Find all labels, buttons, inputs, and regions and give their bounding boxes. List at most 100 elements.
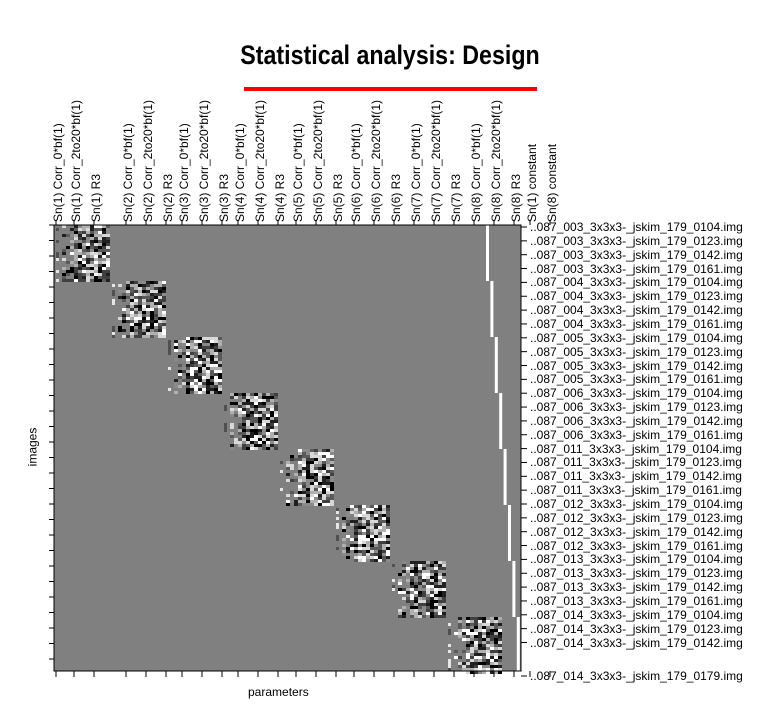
block-cell: [310, 491, 314, 494]
block-cell: [66, 246, 70, 249]
block-cell: [112, 290, 115, 293]
block-cell: [142, 332, 146, 335]
block-cell: [62, 234, 66, 237]
block-cell: [422, 612, 426, 615]
block-cell: [94, 237, 98, 240]
block-cell: [402, 609, 406, 612]
block-cell: [414, 588, 418, 591]
block-cell: [158, 308, 162, 311]
block-cell: [326, 482, 330, 485]
block-cell: [118, 284, 122, 287]
block-cell: [98, 228, 102, 231]
block-cell: [402, 606, 406, 609]
block-cell: [318, 470, 322, 473]
block-cell: [336, 538, 339, 541]
block-cell: [422, 588, 426, 591]
block-cell: [178, 349, 182, 352]
block-cell: [254, 444, 258, 447]
block-cell: [202, 340, 206, 343]
block-cell: [366, 514, 370, 517]
block-cell: [448, 629, 451, 632]
block-cell: [478, 623, 482, 626]
block-cell: [414, 570, 418, 573]
block-cell: [498, 638, 502, 641]
block-cell: [438, 612, 442, 615]
block-cell: [82, 264, 86, 267]
block-cell: [298, 500, 302, 503]
block-cell: [82, 273, 86, 276]
block-cell: [466, 668, 470, 671]
block-cell: [410, 567, 414, 570]
block-cell: [382, 520, 386, 523]
block-cell: [430, 615, 434, 618]
block-cell: [346, 514, 350, 517]
block-cell: [274, 444, 278, 447]
block-cell: [298, 476, 302, 479]
block-cell: [498, 617, 502, 620]
block-cell: [186, 343, 190, 346]
block-cell: [112, 329, 115, 332]
block-cell: [486, 656, 490, 659]
block-cell: [346, 523, 350, 526]
block-cell: [294, 479, 298, 482]
block-cell: [234, 402, 238, 405]
block-cell: [478, 626, 482, 629]
block-cell: [466, 629, 470, 632]
block-cell: [94, 276, 98, 279]
block-cell: [242, 414, 246, 417]
block-cell: [442, 564, 446, 567]
block-cell: [158, 290, 162, 293]
block-cell: [254, 399, 258, 402]
block-cell: [426, 564, 430, 567]
block-cell: [470, 659, 474, 662]
block-cell: [138, 314, 142, 317]
row-label: ..087_013_3x3x3-_jskim_179_0142.img: [530, 580, 743, 595]
block-cell: [122, 308, 126, 311]
block-cell: [224, 408, 227, 411]
block-cell: [210, 340, 214, 343]
block-cell: [354, 505, 358, 508]
block-cell: [302, 479, 306, 482]
block-cell: [482, 644, 486, 647]
block-cell: [438, 570, 442, 573]
block-cell: [430, 600, 434, 603]
block-cell: [314, 449, 318, 452]
block-cell: [262, 411, 266, 414]
block-cell: [106, 270, 110, 273]
block-cell: [182, 343, 186, 346]
block-cell: [182, 370, 186, 373]
block-cell: [270, 411, 274, 414]
block-cell: [78, 261, 82, 264]
block-cell: [198, 361, 202, 364]
block-cell: [306, 470, 310, 473]
block-cell: [318, 449, 322, 452]
block-cell: [74, 246, 78, 249]
block-cell: [214, 337, 218, 340]
block-cell: [422, 576, 426, 579]
block-cell: [306, 488, 310, 491]
block-cell: [306, 458, 310, 461]
block-cell: [374, 544, 378, 547]
block-cell: [138, 308, 142, 311]
block-cell: [66, 279, 70, 282]
block-cell: [386, 529, 390, 532]
block-cell: [194, 352, 198, 355]
block-cell: [366, 535, 370, 538]
block-cell: [306, 500, 310, 503]
block-cell: [198, 349, 202, 352]
block-cell: [138, 326, 142, 329]
block-cell: [246, 405, 250, 408]
block-cell: [314, 503, 318, 506]
block-cell: [426, 588, 430, 591]
block-cell: [98, 276, 102, 279]
block-cell: [106, 267, 110, 270]
block-cell: [174, 343, 178, 346]
block-cell: [158, 296, 162, 299]
block-cell: [438, 564, 442, 567]
block-cell: [370, 520, 374, 523]
block-cell: [74, 258, 78, 261]
block-cell: [246, 411, 250, 414]
block-cell: [370, 541, 374, 544]
block-cell: [98, 279, 102, 282]
block-cell: [90, 228, 94, 231]
